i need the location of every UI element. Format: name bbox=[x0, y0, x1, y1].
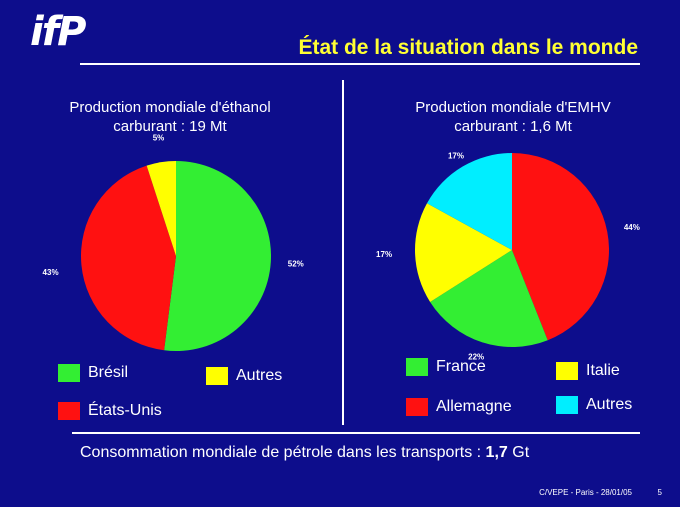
pie-label-1-3: 17% bbox=[448, 151, 464, 160]
pie-label-0-2: 5% bbox=[153, 133, 165, 142]
vertical-divider bbox=[342, 80, 344, 425]
pie-slice--tats-unis-0 bbox=[81, 165, 176, 351]
legend-swatch-cyan bbox=[556, 396, 578, 414]
legend-etats-unis: États-Unis bbox=[58, 402, 162, 420]
pie-slice-allemagne-1 bbox=[512, 153, 610, 341]
consumption-unit: Gt bbox=[507, 444, 530, 461]
legend-allemagne: Allemagne bbox=[406, 398, 512, 416]
ethanol-title-line2: carburant : 19 Mt bbox=[113, 118, 227, 135]
ethanol-chart-title: Production mondiale d'éthanol carburant … bbox=[20, 98, 320, 136]
legend-swatch-green bbox=[406, 358, 428, 376]
legend-label-bresil: Brésil bbox=[88, 364, 129, 381]
title-divider bbox=[80, 63, 640, 65]
pie-label-0-1: 43% bbox=[43, 268, 59, 277]
ifp-logo: ifP bbox=[30, 9, 86, 55]
legend-italie: Italie bbox=[556, 362, 620, 380]
emhv-title-line1: Production mondiale d'EMHV bbox=[415, 99, 611, 116]
emhv-chart-title: Production mondiale d'EMHV carburant : 1… bbox=[363, 98, 663, 136]
legend-swatch-green bbox=[58, 364, 80, 382]
legend-label-italie: Italie bbox=[586, 362, 620, 379]
legend-label-autres-2: Autres bbox=[586, 396, 633, 413]
legend-swatch-yellow bbox=[556, 362, 578, 380]
bottom-divider bbox=[72, 432, 640, 434]
page-number: 5 bbox=[657, 488, 662, 497]
consumption-text: Consommation mondiale de pétrole dans le… bbox=[80, 444, 486, 461]
legend-autres-1: Autres bbox=[206, 367, 282, 385]
legend-label-etats-unis: États-Unis bbox=[88, 402, 162, 419]
footer-text: C/VEPE - Paris - 28/01/05 bbox=[539, 488, 632, 497]
legend-swatch-red bbox=[406, 398, 428, 416]
legend-label-autres-1: Autres bbox=[236, 367, 283, 384]
pie-slice-br-sil-0 bbox=[164, 161, 272, 352]
legend-swatch-red bbox=[58, 402, 80, 420]
pie-slice-italie-1 bbox=[415, 203, 512, 302]
pie-slice-france-1 bbox=[430, 250, 548, 347]
pie-label-0-0: 52% bbox=[288, 260, 304, 269]
ethanol-title-line1: Production mondiale d'éthanol bbox=[69, 99, 271, 116]
legend-bresil: Brésil bbox=[58, 364, 128, 382]
consumption-statement: Consommation mondiale de pétrole dans le… bbox=[80, 444, 529, 462]
legend-swatch-yellow bbox=[206, 367, 228, 385]
emhv-title-line2: carburant : 1,6 Mt bbox=[454, 118, 572, 135]
consumption-value: 1,7 bbox=[485, 444, 508, 461]
pie-label-1-2: 17% bbox=[376, 250, 392, 259]
pie-label-1-0: 44% bbox=[624, 223, 640, 232]
legend-france: France bbox=[406, 358, 486, 376]
pie-slice-autres-0 bbox=[146, 161, 176, 256]
pie-label-1-1: 22% bbox=[468, 352, 484, 361]
slide-title: État de la situation dans le monde bbox=[298, 36, 638, 59]
legend-label-france: France bbox=[436, 358, 486, 375]
pie-slice-autres-1 bbox=[426, 153, 512, 250]
legend-label-allemagne: Allemagne bbox=[436, 398, 512, 415]
legend-autres-2: Autres bbox=[556, 396, 632, 414]
